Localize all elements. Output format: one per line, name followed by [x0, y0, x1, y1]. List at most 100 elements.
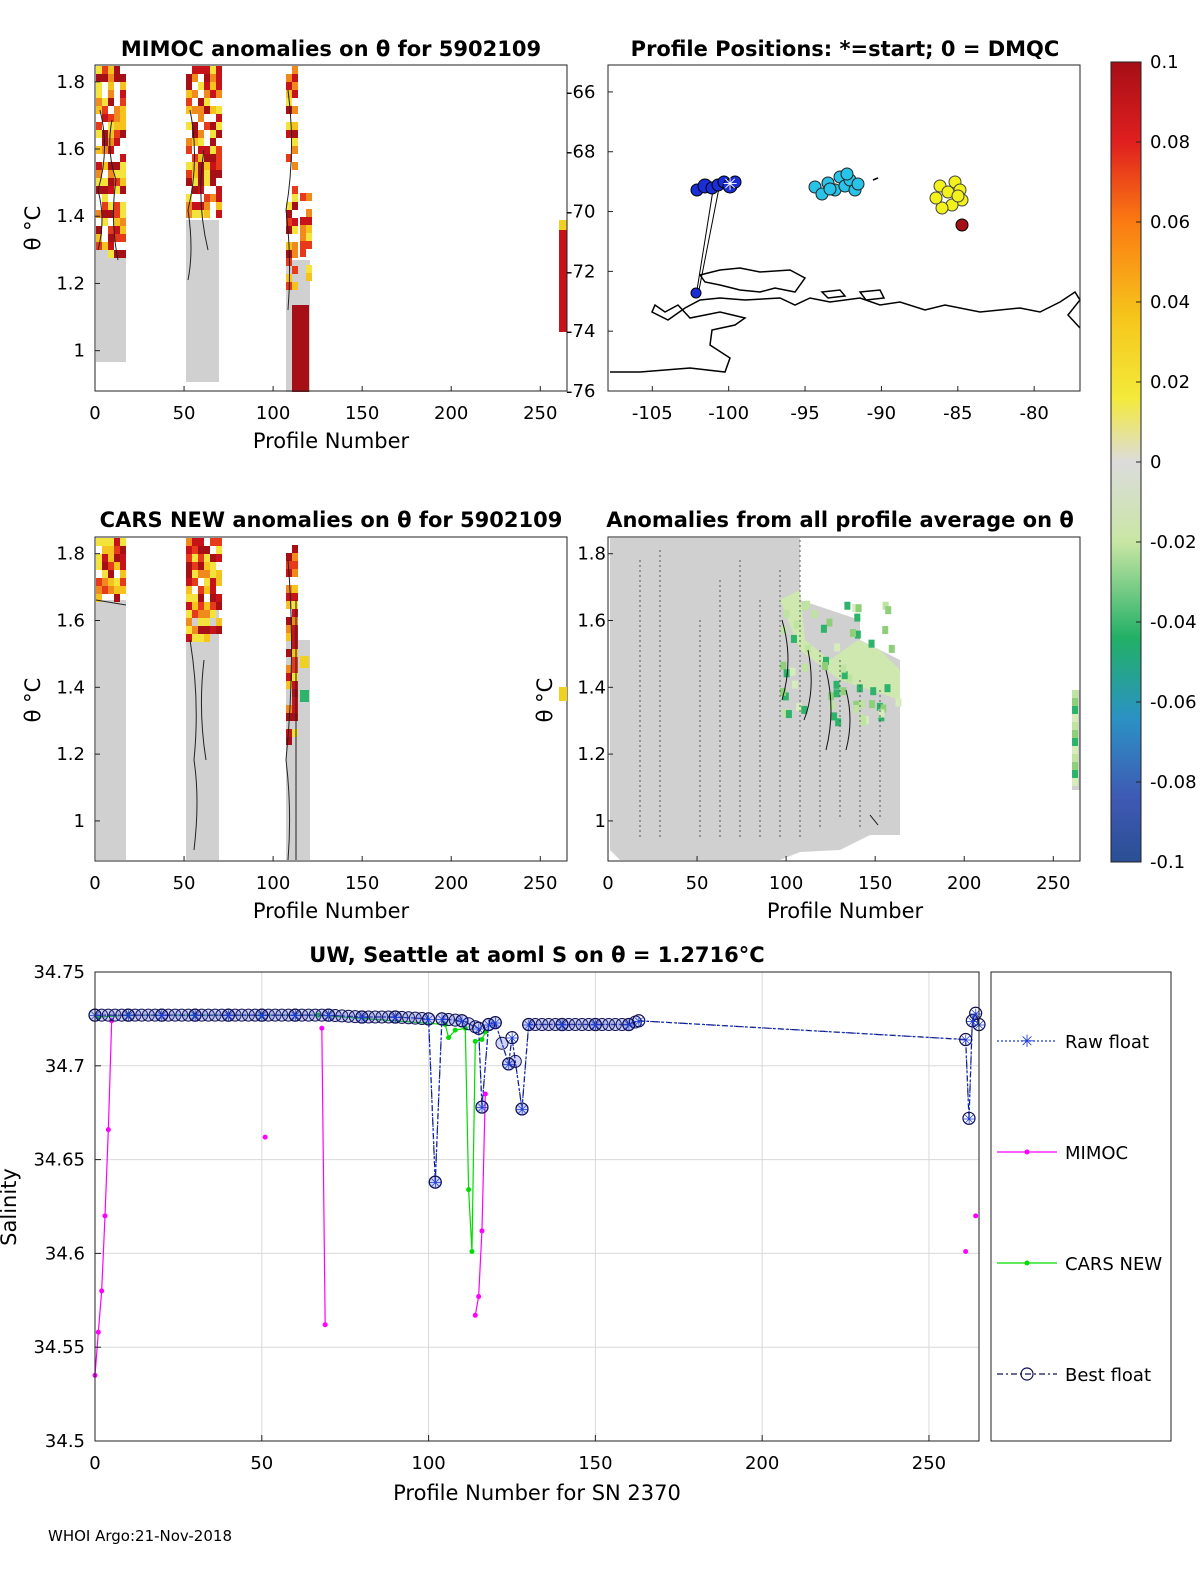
heat-cell [108, 186, 114, 194]
heat-cell [192, 90, 198, 98]
heat-cell [210, 538, 216, 546]
heat-cell [102, 178, 108, 186]
heat-cell [210, 194, 216, 202]
avg-heat-cell [852, 604, 859, 613]
avg-heat-cell [790, 634, 797, 643]
heat-cell [198, 98, 204, 106]
avg-heat-cell [854, 630, 861, 639]
heat-cell [108, 178, 114, 186]
best-float-point [502, 1057, 516, 1071]
heat-cell [198, 634, 204, 642]
heat-cell [292, 689, 298, 697]
heat-cell [306, 273, 312, 281]
heat-cell [216, 106, 222, 114]
heat-cell [120, 130, 126, 138]
heat-cell [198, 538, 204, 546]
heat-cell [204, 170, 210, 178]
heat-cell [120, 234, 126, 242]
heat-cell [204, 618, 210, 626]
heat-cell [120, 82, 126, 90]
heat-cell [292, 657, 298, 665]
heat-cell [204, 194, 210, 202]
heat-cell [210, 122, 216, 130]
heat-cell [120, 178, 126, 186]
heat-cell [286, 633, 292, 641]
heat-cell [292, 697, 298, 705]
best-float-point [402, 1011, 416, 1025]
heat-cell [204, 578, 210, 586]
raw-float-point: ✳ [632, 1013, 645, 1031]
antarctic-coastline [610, 267, 1081, 373]
best-float-point [435, 1012, 449, 1026]
salinity-panel: UW, Seattle at aoml S on θ = 1.2716°C ✳ ✳… [0, 943, 1172, 1505]
heat-cell [204, 146, 210, 154]
avg-heat-cell [1072, 778, 1078, 786]
heat-cell [292, 282, 298, 290]
raw-float-point: ✳ [963, 1110, 976, 1128]
heat-cell [198, 626, 204, 634]
map-x-tick-label: -80 [1019, 403, 1048, 424]
heat-cell [102, 242, 108, 250]
best-float-point [221, 1008, 236, 1022]
heat-cell [216, 202, 222, 210]
sal-y-tick-label: 34.7 [45, 1056, 85, 1077]
map-y-tick-label: -74 [566, 321, 595, 342]
heat-cell [186, 570, 192, 578]
heat-cell [120, 562, 126, 570]
best-float-point [568, 1018, 582, 1032]
raw-float-point: ✳ [189, 1007, 202, 1025]
heat-cell [306, 225, 312, 233]
heat-cell [300, 225, 306, 233]
avg-heat-cell [793, 620, 800, 629]
heat-cell [300, 249, 306, 257]
heat-cell [286, 665, 292, 673]
y-tick-label: 1.6 [56, 139, 85, 160]
heat-cell [292, 553, 298, 561]
avg-heat-cell [870, 687, 877, 696]
heat-cell [286, 705, 292, 713]
legend: ✳ Raw float MIMOC CARS NEW Best float [990, 971, 1172, 1442]
avg-heat-cell [858, 700, 865, 709]
best-float-point [428, 1175, 442, 1189]
heat-cell [120, 106, 126, 114]
best-float-point [542, 1018, 556, 1032]
heat-cell [96, 130, 102, 138]
profiles-cyan [808, 167, 865, 201]
legend-raw-float-label: Raw float [1065, 1032, 1149, 1053]
heat-cell [102, 578, 108, 586]
heat-cell [120, 226, 126, 234]
x-tick-label: 50 [173, 403, 196, 424]
avg-heat-cell [783, 669, 790, 678]
heat-cell [192, 162, 198, 170]
x-tick-label: 150 [345, 403, 379, 424]
heat-cell [192, 186, 198, 194]
heat-cell [108, 250, 114, 258]
heat-cell [120, 546, 126, 554]
raw-float-point: ✳ [516, 1101, 529, 1119]
heat-cell [96, 82, 102, 90]
heat-cell [292, 641, 298, 649]
best-float-point [959, 1032, 973, 1047]
heat-cell [108, 82, 114, 90]
heat-cell [210, 626, 216, 634]
heat-cell [102, 186, 108, 194]
heat-cell [186, 554, 192, 562]
heat-cell [114, 170, 120, 178]
x-tick-label: 250 [523, 403, 557, 424]
mimoc-point [105, 1127, 111, 1133]
heat-cell [114, 162, 120, 170]
raw-float-point: ✳ [422, 1011, 435, 1029]
heat-cell [216, 74, 222, 82]
avg-panel: Anomalies from all profile average on θ … [533, 508, 1081, 923]
best-float-point [582, 1018, 596, 1032]
heat-cell [108, 170, 114, 178]
avg-heat-cell [804, 644, 811, 653]
heat-cell [300, 193, 306, 201]
colorbar-tick-label: 0.06 [1150, 212, 1190, 233]
heat-cell [216, 114, 222, 122]
raw-float-point: ✳ [966, 1013, 979, 1031]
heat-cell [102, 586, 108, 594]
raw-float-point: ✳ [289, 1007, 302, 1025]
heat-cell [186, 82, 192, 90]
